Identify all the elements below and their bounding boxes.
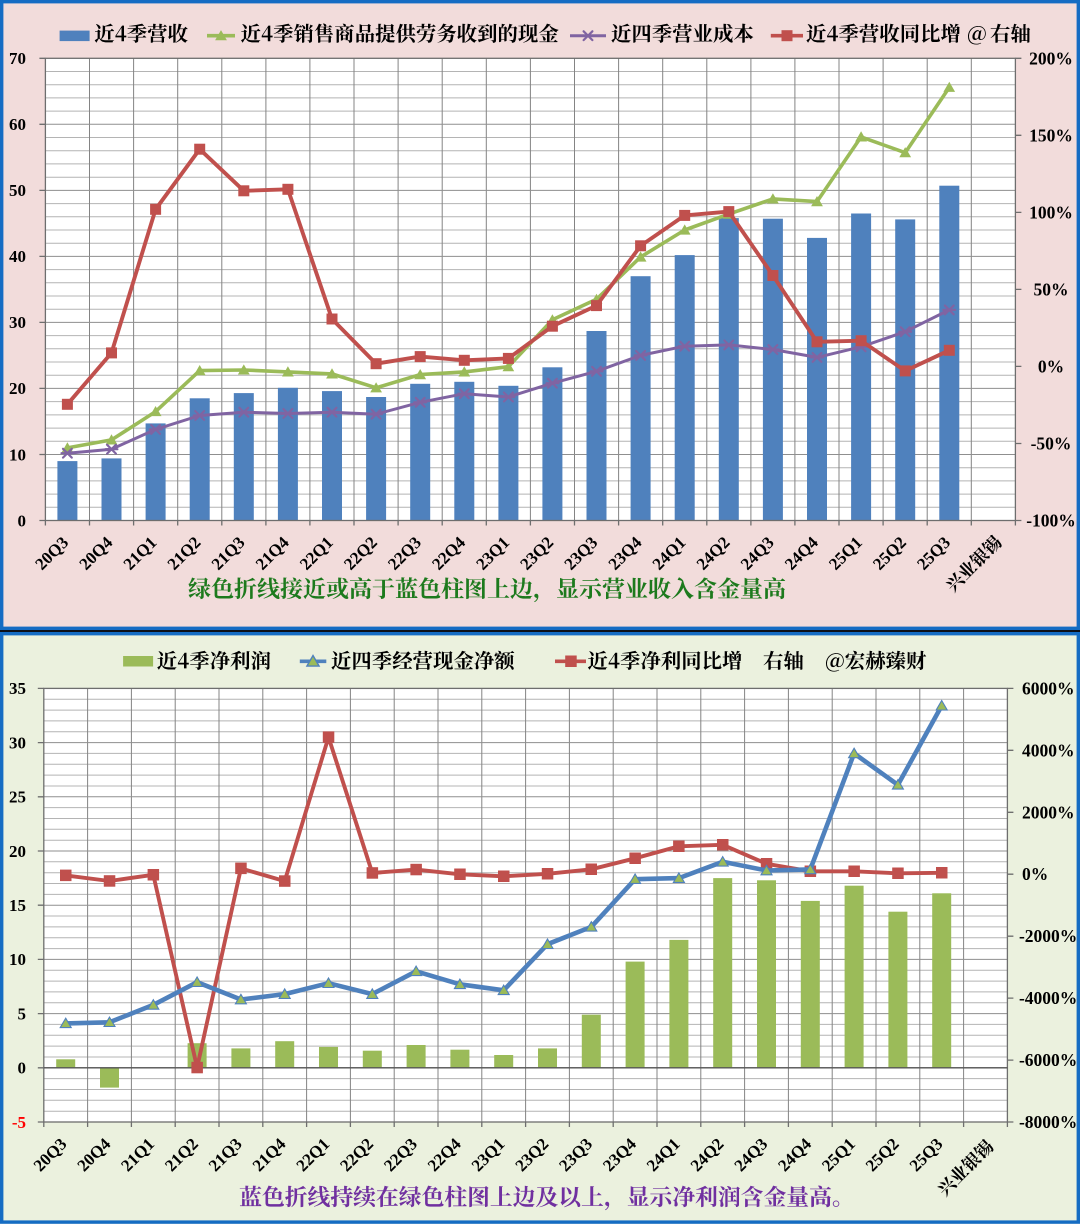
svg-text:6000%: 6000% bbox=[1022, 679, 1074, 699]
svg-text:2000%: 2000% bbox=[1022, 802, 1074, 822]
svg-text:20: 20 bbox=[9, 842, 26, 861]
svg-text:-6000%: -6000% bbox=[1019, 1050, 1077, 1070]
svg-text:30: 30 bbox=[9, 313, 26, 332]
svg-text:0: 0 bbox=[18, 1059, 27, 1078]
svg-text:15: 15 bbox=[9, 896, 26, 915]
svg-text:0%: 0% bbox=[1022, 864, 1048, 884]
svg-text:5: 5 bbox=[18, 1005, 27, 1024]
svg-text:-100%: -100% bbox=[1026, 511, 1076, 531]
svg-text:-2000%: -2000% bbox=[1019, 926, 1077, 946]
svg-text:50%: 50% bbox=[1034, 279, 1069, 299]
svg-text:30: 30 bbox=[9, 734, 26, 753]
svg-text:150%: 150% bbox=[1029, 125, 1073, 145]
svg-text:0%: 0% bbox=[1038, 356, 1064, 376]
svg-text:-5: -5 bbox=[12, 1113, 26, 1132]
svg-text:0: 0 bbox=[18, 511, 27, 530]
svg-text:50: 50 bbox=[9, 181, 26, 200]
svg-text:-50%: -50% bbox=[1031, 434, 1072, 454]
svg-text:70: 70 bbox=[9, 49, 26, 68]
svg-text:100%: 100% bbox=[1029, 202, 1073, 222]
svg-text:35: 35 bbox=[9, 679, 26, 698]
svg-text:40: 40 bbox=[9, 247, 26, 266]
svg-text:4000%: 4000% bbox=[1022, 740, 1074, 760]
svg-text:20: 20 bbox=[9, 379, 26, 398]
svg-text:-4000%: -4000% bbox=[1019, 988, 1077, 1008]
svg-text:25: 25 bbox=[9, 788, 26, 807]
svg-text:-8000%: -8000% bbox=[1019, 1112, 1077, 1132]
svg-text:10: 10 bbox=[9, 445, 26, 464]
svg-text:10: 10 bbox=[9, 950, 26, 969]
svg-text:200%: 200% bbox=[1029, 48, 1073, 68]
svg-text:60: 60 bbox=[9, 115, 26, 134]
